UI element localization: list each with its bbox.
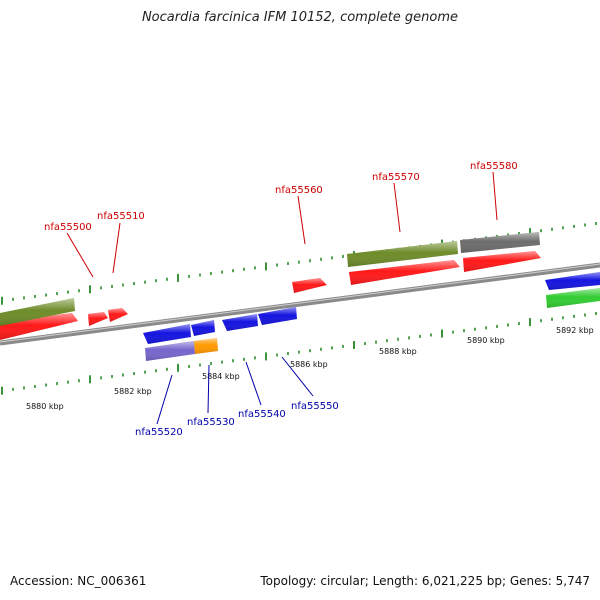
gene-arrow-nfa55510[interactable] [108,308,128,322]
forward-gene-labels: nfa55500 nfa55510 nfa55560 nfa55570 nfa5… [44,161,518,278]
kbp-label: 5884 kbp [202,372,240,381]
kbp-label: 5880 kbp [26,402,64,411]
gene-arrow-r-right[interactable] [545,272,600,290]
gene-arrow-nfa55500[interactable] [88,312,108,326]
kbp-scale: 5880 kbp 5882 kbp 5884 kbp 5886 kbp 5888… [26,326,594,411]
genome-summary-text: Topology: circular; Length: 6,021,225 bp… [260,574,590,588]
accession-text: Accession: NC_006361 [10,574,147,588]
gene-arrow-nfa55550[interactable] [258,307,297,325]
gene-label-nfa55530[interactable]: nfa55530 [187,417,235,428]
reverse-gene-labels: nfa55520 nfa55530 nfa55540 nfa55550 [135,356,339,438]
kbp-label: 5886 kbp [290,360,328,369]
gene-label-nfa55580[interactable]: nfa55580 [470,161,518,172]
gene-label-nfa55500[interactable]: nfa55500 [44,222,92,233]
gene-label-nfa55510[interactable]: nfa55510 [97,211,145,222]
reverse-tick-track [1,312,597,395]
gene-arrow-nfa55520[interactable] [143,324,191,344]
gene-arrow-nfa55540[interactable] [222,314,258,331]
forward-class-bars [0,232,600,326]
reverse-class-bars [145,338,218,361]
kbp-label: 5888 kbp [379,347,417,356]
gene-arrow-nfa55580[interactable] [463,251,541,272]
kbp-label: 5892 kbp [556,326,594,335]
gene-label-nfa55540[interactable]: nfa55540 [238,409,286,420]
genome-axis [0,262,600,346]
genome-axis-highlight [0,263,600,343]
gene-arrow-nfa55530[interactable] [191,320,215,336]
gene-label-nfa55560[interactable]: nfa55560 [275,185,323,196]
kbp-label: 5890 kbp [467,336,505,345]
gene-label-nfa55570[interactable]: nfa55570 [372,172,420,183]
kbp-label: 5882 kbp [114,387,152,396]
gene-arrow-nfa55570[interactable] [349,260,460,285]
gene-label-nfa55520[interactable]: nfa55520 [135,427,183,438]
reverse-strand-genes [143,272,600,344]
gene-arrow-nfa55560[interactable] [292,278,327,293]
forward-strand-genes [0,251,541,340]
gene-label-nfa55550[interactable]: nfa55550 [291,401,339,412]
map-title: Nocardia farcinica IFM 10152, complete g… [141,10,459,25]
